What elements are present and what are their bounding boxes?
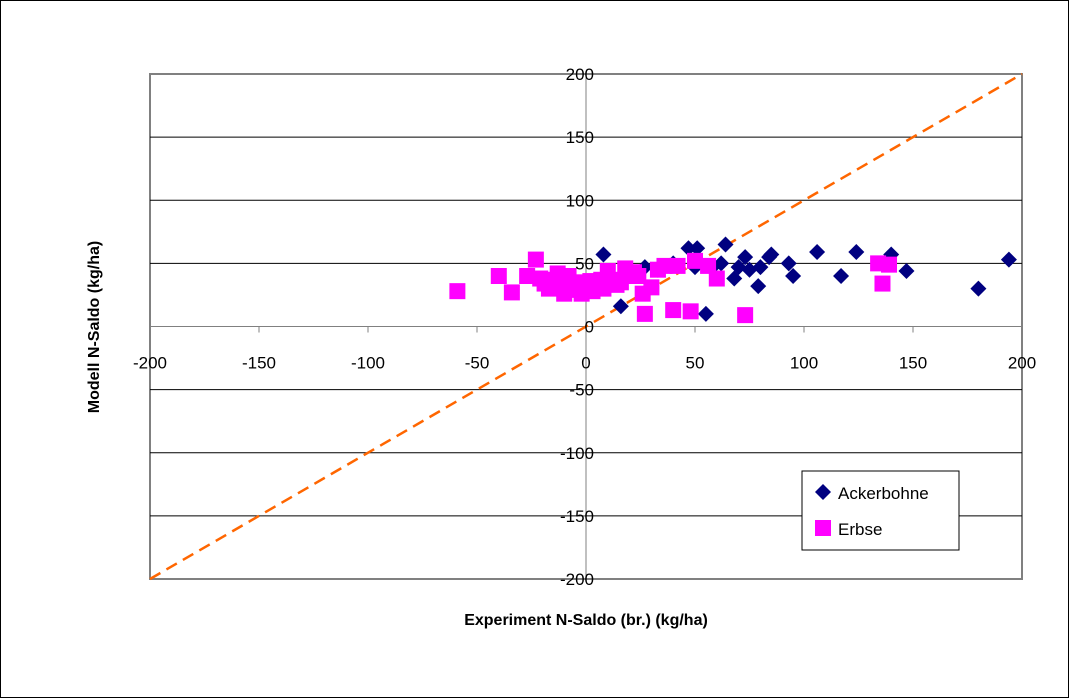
data-point-erbse <box>708 270 725 287</box>
data-point-ackerbohne <box>595 246 612 263</box>
data-point-erbse <box>700 257 717 274</box>
legend: Ackerbohne Erbse <box>801 470 960 551</box>
data-point-ackerbohne <box>717 236 734 253</box>
data-point-ackerbohne <box>680 240 697 257</box>
y-tick-label: 0 <box>585 318 594 337</box>
data-point-erbse <box>656 257 673 274</box>
legend-box <box>801 470 960 551</box>
y-tick-label: -100 <box>560 444 594 463</box>
data-point-ackerbohne <box>697 305 714 322</box>
data-point-erbse <box>630 268 647 284</box>
x-axis-title: Experiment N-Saldo (br.) (kg/ha) <box>464 612 708 629</box>
data-point-erbse <box>881 256 898 273</box>
data-point-erbse <box>519 268 536 284</box>
y-tick-label: -150 <box>560 507 594 526</box>
data-point-ackerbohne <box>848 244 865 261</box>
data-point-ackerbohne <box>750 278 767 295</box>
data-point-ackerbohne <box>833 268 850 284</box>
y-tick-label: 200 <box>566 65 594 84</box>
data-point-erbse <box>643 279 660 296</box>
data-point-erbse <box>490 268 507 284</box>
y-tick-label: -200 <box>560 570 594 589</box>
data-point-erbse <box>665 302 682 319</box>
data-point-ackerbohne <box>898 262 915 279</box>
data-point-ackerbohne <box>612 298 629 315</box>
x-tick-label: 0 <box>581 354 590 373</box>
data-point-ackerbohne <box>970 280 987 297</box>
data-point-ackerbohne <box>713 255 730 272</box>
data-point-erbse <box>503 284 520 301</box>
legend-marker-ackerbohne <box>815 484 831 500</box>
x-tick-label: -150 <box>242 354 276 373</box>
y-tick-label: 100 <box>566 191 594 210</box>
legend-marker-erbse <box>815 520 831 536</box>
data-point-ackerbohne <box>763 246 780 263</box>
data-point-ackerbohne <box>741 261 758 278</box>
data-point-erbse <box>687 252 703 269</box>
data-point-erbse <box>449 283 466 300</box>
legend-label-ackerbohne: Ackerbohne <box>838 484 929 503</box>
x-tick-label: 100 <box>790 354 818 373</box>
data-point-erbse <box>874 275 891 292</box>
y-tick-label: 150 <box>566 128 594 147</box>
data-point-ackerbohne <box>1000 251 1017 268</box>
data-point-ackerbohne <box>689 240 706 257</box>
y-tick-label: -50 <box>569 381 594 400</box>
data-point-erbse <box>737 307 754 324</box>
data-point-ackerbohne <box>780 255 797 272</box>
data-point-ackerbohne <box>730 259 747 276</box>
x-tick-label: -100 <box>351 354 385 373</box>
legend-label-erbse: Erbse <box>838 520 882 539</box>
x-tick-label: 150 <box>899 354 927 373</box>
data-point-erbse <box>669 257 686 274</box>
data-point-ackerbohne <box>752 259 769 276</box>
y-tick-label: 50 <box>575 254 594 273</box>
data-point-erbse <box>636 305 653 322</box>
y-axis-title: Modell N-Saldo (kg/ha) <box>86 241 103 413</box>
x-tick-label: 200 <box>1008 354 1036 373</box>
data-point-erbse <box>682 303 699 320</box>
x-tick-label: -50 <box>465 354 490 373</box>
data-point-ackerbohne <box>809 244 826 261</box>
data-point-erbse <box>527 251 544 268</box>
data-point-ackerbohne <box>785 268 802 284</box>
x-tick-label: 50 <box>686 354 705 373</box>
data-point-ackerbohne <box>737 249 754 266</box>
x-tick-label: -200 <box>133 354 167 373</box>
reference-line-1to1 <box>149 72 1023 581</box>
